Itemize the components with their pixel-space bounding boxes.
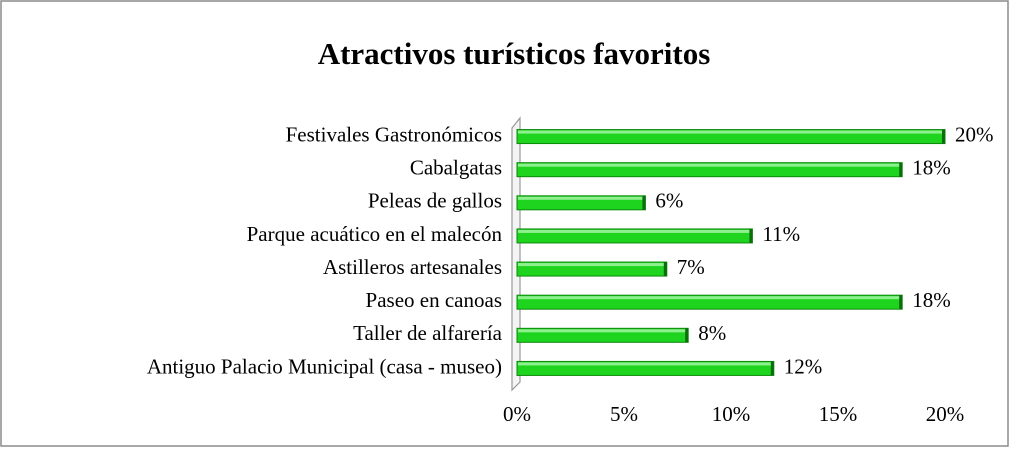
bar-end <box>642 195 646 210</box>
y-tick-label: Astilleros artesanales <box>323 255 502 279</box>
bar-highlight <box>518 196 645 200</box>
bar-highlight <box>518 163 902 167</box>
y-tick-label: Parque acuático en el malecón <box>247 222 503 246</box>
bar-end <box>685 328 689 343</box>
y-tick-label: Paseo en canoas <box>366 288 502 312</box>
chart-title: Atractivos turísticos favoritos <box>318 36 711 71</box>
axis-wall <box>511 116 521 392</box>
value-label: 8% <box>698 321 726 345</box>
bar-highlight <box>518 263 666 267</box>
bar-end <box>770 361 774 376</box>
value-label: 6% <box>655 189 683 213</box>
bar-end <box>663 262 667 277</box>
bar-highlight <box>518 329 688 333</box>
x-tick-label: 20% <box>926 402 965 426</box>
value-label: 11% <box>762 222 800 246</box>
bar-highlight <box>518 296 902 300</box>
bar-highlight <box>518 130 944 134</box>
value-label: 7% <box>677 255 705 279</box>
y-tick-label: Cabalgatas <box>410 156 502 180</box>
bar-highlight <box>518 362 773 366</box>
x-tick-label: 0% <box>503 402 531 426</box>
bar-end <box>899 162 903 177</box>
bar-end <box>899 295 903 310</box>
value-label: 12% <box>784 354 823 378</box>
bar-end <box>749 228 753 243</box>
y-tick-label: Antiguo Palacio Municipal (casa - museo) <box>147 354 502 378</box>
y-tick-label: Festivales Gastronómicos <box>286 122 502 146</box>
value-label: 18% <box>912 156 951 180</box>
x-tick-label: 10% <box>712 402 751 426</box>
value-label: 20% <box>955 122 994 146</box>
x-tick-label: 5% <box>610 402 638 426</box>
bar-end <box>942 129 945 144</box>
y-tick-label: Peleas de gallos <box>368 189 502 213</box>
x-tick-label: 15% <box>819 402 858 426</box>
value-label: 18% <box>912 288 951 312</box>
y-tick-label: Taller de alfarería <box>353 321 503 345</box>
bar-highlight <box>518 229 752 233</box>
